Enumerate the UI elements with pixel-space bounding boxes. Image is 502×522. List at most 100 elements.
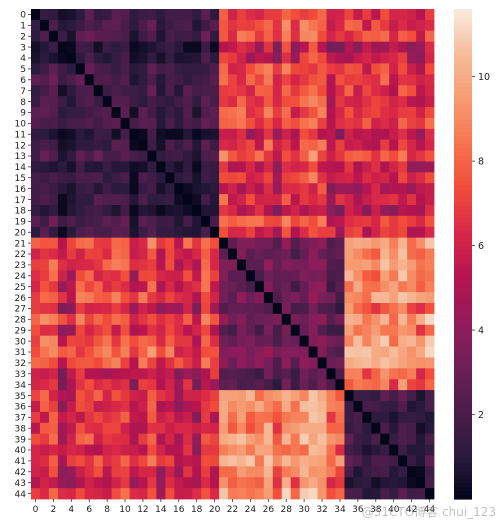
heatmap-cell	[254, 259, 265, 271]
heatmap-cell	[183, 139, 193, 151]
colorbar-segment	[454, 462, 472, 467]
heatmap-cell	[299, 128, 310, 141]
heatmap-cell	[201, 107, 211, 119]
x-tick-label: 26	[263, 505, 275, 515]
heatmap-cell	[228, 313, 238, 326]
heatmap-cell	[147, 455, 157, 467]
heatmap-cell	[272, 194, 283, 206]
colorbar-segment	[454, 98, 472, 104]
heatmap-cell	[147, 161, 157, 173]
heatmap-cell	[272, 379, 283, 391]
x-tick-label: 10	[119, 505, 131, 515]
heatmap-cell	[39, 172, 50, 184]
heatmap-cell	[290, 433, 301, 445]
heatmap-cell	[245, 96, 256, 108]
heatmap-cell	[210, 30, 220, 43]
heatmap-cell	[290, 183, 301, 195]
heatmap-cell	[192, 237, 202, 249]
heatmap-cell	[129, 30, 139, 43]
heatmap-cell	[93, 96, 104, 108]
colorbar-segment	[454, 115, 472, 120]
heatmap-cell	[290, 335, 301, 347]
heatmap-cell	[353, 150, 363, 162]
heatmap-cell	[102, 270, 112, 282]
heatmap-cell	[245, 488, 256, 500]
heatmap-cell	[416, 390, 426, 402]
heatmap-cell	[129, 281, 139, 293]
heatmap-cell	[236, 335, 247, 347]
colorbar-segment	[454, 298, 472, 304]
heatmap-cell	[219, 390, 229, 402]
heatmap-cell	[66, 41, 77, 53]
colorbar-segment	[454, 458, 472, 463]
x-tick-label: 34	[334, 505, 346, 515]
colorbar-segment	[454, 221, 472, 227]
heatmap-cell	[39, 466, 50, 478]
heatmap-cell	[228, 259, 238, 271]
heatmap-cell	[389, 172, 399, 184]
heatmap-cell	[254, 379, 265, 391]
heatmap-cell	[344, 313, 354, 326]
colorbar-segment	[454, 119, 472, 124]
heatmap-cell	[317, 411, 327, 424]
heatmap-cell	[254, 63, 265, 75]
heatmap-cell	[353, 183, 363, 195]
heatmap-cell	[398, 477, 408, 489]
y-tick-label: 37	[15, 414, 26, 424]
heatmap-cell	[75, 357, 86, 369]
heatmap-cell	[84, 379, 95, 391]
heatmap-cell	[272, 281, 283, 293]
heatmap-cell	[201, 444, 211, 456]
heatmap-cell	[344, 172, 354, 184]
heatmap-cell	[93, 466, 104, 478]
heatmap-cell	[371, 488, 381, 500]
heatmap-cell	[326, 368, 336, 380]
heatmap-cell	[147, 477, 157, 489]
heatmap-cell	[416, 281, 426, 293]
heatmap-cell	[407, 313, 417, 326]
colorbar-segment	[454, 143, 472, 149]
heatmap-cell	[317, 292, 327, 304]
heatmap-cell	[84, 237, 95, 249]
heatmap-cell	[326, 30, 336, 43]
heatmap-cell	[317, 422, 327, 435]
heatmap-cell	[183, 226, 193, 239]
heatmap-cell	[353, 422, 363, 435]
heatmap-cell	[344, 324, 354, 337]
heatmap-cell	[425, 107, 435, 119]
heatmap-cell	[353, 466, 363, 478]
heatmap-cell	[201, 128, 211, 141]
heatmap-cell	[147, 379, 157, 391]
colorbar-segment	[454, 396, 472, 402]
colorbar-segment	[454, 478, 472, 484]
heatmap-cell	[31, 433, 41, 445]
heatmap-cell	[425, 248, 435, 260]
heatmap-cell	[245, 63, 256, 75]
heatmap-cell	[93, 172, 104, 184]
heatmap-cell	[362, 183, 372, 195]
heatmap-cell	[183, 324, 193, 337]
y-tick-label: 32	[15, 359, 26, 369]
heatmap-cell	[66, 226, 77, 239]
heatmap-cell	[111, 172, 121, 184]
heatmap-cell	[75, 205, 86, 217]
heatmap-cell	[272, 422, 283, 435]
heatmap-cell	[389, 30, 399, 43]
heatmap-cell	[165, 401, 175, 413]
heatmap-cell	[93, 477, 104, 489]
heatmap-cell	[201, 161, 211, 173]
heatmap-cell	[362, 215, 372, 228]
heatmap-cell	[183, 411, 193, 424]
heatmap-cell	[174, 346, 184, 358]
heatmap-cell	[31, 194, 41, 206]
heatmap-cell	[129, 161, 139, 173]
heatmap-cell	[174, 30, 184, 43]
heatmap-cell	[48, 172, 59, 184]
heatmap-cell	[210, 433, 220, 445]
heatmap-cell	[31, 128, 41, 141]
heatmap-cell	[165, 139, 175, 151]
heatmap-cell	[111, 226, 121, 239]
heatmap-cell	[353, 30, 363, 43]
heatmap-cell	[272, 139, 283, 151]
heatmap-cell	[174, 194, 184, 206]
